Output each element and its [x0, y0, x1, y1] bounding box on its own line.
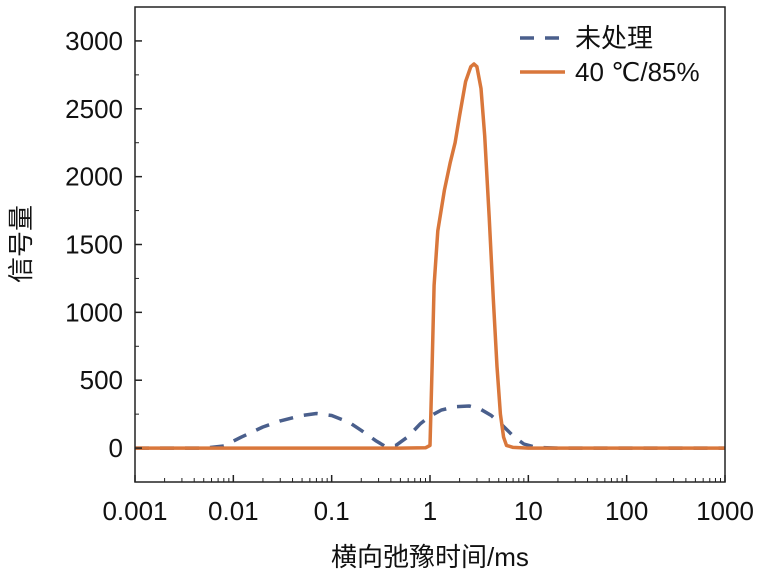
x-tick-label: 100 — [605, 496, 648, 526]
y-tick-label: 3000 — [65, 26, 123, 56]
y-tick-label: 0 — [109, 433, 123, 463]
y-axis-title: 信号量 — [6, 205, 36, 283]
x-axis-title: 横向弛豫时间/ms — [331, 542, 529, 572]
axes: 0.001 0.01 0.1 1 10 100 1000 0 500 1000 1500 2000 25… — [65, 6, 754, 526]
x-tick-label: 1 — [423, 496, 437, 526]
x-tick-label: 10 — [514, 496, 543, 526]
y-tick-label: 2500 — [65, 94, 123, 124]
series-line-1 — [135, 62, 725, 450]
y-tick-label: 1500 — [65, 230, 123, 260]
x-tick-label: 0.001 — [102, 496, 167, 526]
x-tick-label: 0.01 — [208, 496, 259, 526]
legend-label-1: 40 ℃/85% — [575, 57, 700, 87]
plot-area — [135, 62, 725, 450]
legend: 未处理 40 ℃/85% — [520, 23, 700, 87]
y-tick-label: 2000 — [65, 162, 123, 192]
y-tick-label: 500 — [80, 365, 123, 395]
x-tick-label: 0.1 — [314, 496, 350, 526]
y-tick-label: 1000 — [65, 297, 123, 327]
x-tick-label: 1000 — [696, 496, 754, 526]
legend-label-0: 未处理 — [575, 23, 653, 53]
